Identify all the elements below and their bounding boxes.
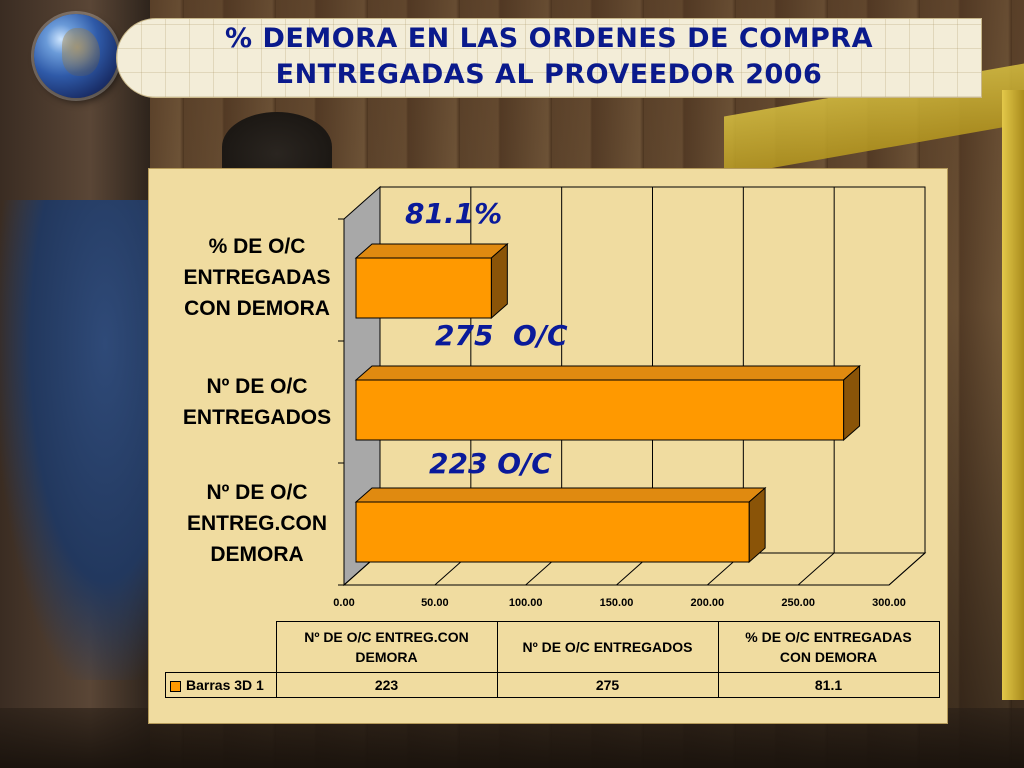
title-line-2: ENTREGADAS AL PROVEEDOR 2006 bbox=[275, 59, 823, 90]
header-line: % DE O/C ENTREGADAS bbox=[745, 629, 912, 645]
bar bbox=[355, 257, 492, 319]
category-label-line: % DE O/C bbox=[208, 235, 306, 258]
header-line: Nº DE O/C ENTREG.CON bbox=[304, 629, 469, 645]
data-table: Nº DE O/C ENTREG.CON DEMORA Nº DE O/C EN… bbox=[165, 621, 940, 698]
x-tick-label: 0.00 bbox=[333, 597, 355, 609]
x-tick-label: 250.00 bbox=[781, 597, 815, 609]
category-label-line: CON DEMORA bbox=[184, 297, 330, 320]
category-label-line: ENTREG.CON bbox=[186, 512, 327, 535]
bar-chart-plot bbox=[338, 185, 927, 587]
legend-swatch-icon bbox=[170, 680, 181, 692]
x-tick-label: 300.00 bbox=[872, 597, 906, 609]
bar bbox=[355, 501, 750, 563]
data-label-pct: 81.1% bbox=[405, 197, 503, 230]
x-tick-label: 50.00 bbox=[421, 597, 449, 609]
background-person bbox=[0, 200, 150, 680]
header-line: Nº DE O/C ENTREGADOS bbox=[522, 639, 693, 655]
bar-top-face bbox=[354, 487, 767, 503]
gridline-floor bbox=[797, 552, 835, 586]
data-table-value: 81.1 bbox=[717, 672, 940, 698]
legend-label: Barras 3D 1 bbox=[186, 677, 264, 693]
background-rack-post bbox=[1002, 90, 1024, 700]
category-label-delivered: Nº DE O/C ENTREGADOS bbox=[159, 371, 355, 433]
bar-top-face bbox=[354, 365, 861, 381]
category-label-pct-delayed: % DE O/C ENTREGADAS CON DEMORA bbox=[159, 231, 355, 324]
bar bbox=[355, 379, 845, 441]
globe-icon bbox=[34, 14, 118, 98]
data-table-value: 223 bbox=[275, 672, 498, 698]
x-tick-label: 200.00 bbox=[690, 597, 725, 609]
x-tick-label: 100.00 bbox=[508, 597, 543, 609]
x-tick-label: 150.00 bbox=[599, 597, 634, 609]
header-line: CON DEMORA bbox=[779, 649, 878, 665]
data-table-header-cell: % DE O/C ENTREGADAS CON DEMORA bbox=[717, 621, 940, 673]
legend-cell: Barras 3D 1 bbox=[165, 672, 277, 698]
category-label-line: Nº DE O/C bbox=[206, 375, 308, 398]
gridline-floor bbox=[888, 552, 926, 586]
data-table-row: Barras 3D 1 223 275 81.1 bbox=[165, 672, 940, 698]
data-table-corner bbox=[166, 622, 277, 673]
title-banner: % DEMORA EN LAS ORDENES DE COMPRA ENTREG… bbox=[116, 18, 982, 98]
header-line: DEMORA bbox=[355, 649, 418, 665]
data-table-value: 275 bbox=[496, 672, 719, 698]
category-label-line: ENTREGADAS bbox=[183, 266, 331, 289]
data-table-header-row: Nº DE O/C ENTREG.CON DEMORA Nº DE O/C EN… bbox=[166, 621, 940, 673]
category-label-line: Nº DE O/C bbox=[206, 481, 308, 504]
data-table-header-cell: Nº DE O/C ENTREG.CON DEMORA bbox=[275, 621, 498, 673]
category-label-line: DEMORA bbox=[210, 543, 304, 566]
data-table-header-cell: Nº DE O/C ENTREGADOS bbox=[496, 621, 719, 673]
category-label-delivered-delayed: Nº DE O/C ENTREG.CON DEMORA bbox=[159, 477, 355, 570]
category-label-line: ENTREGADOS bbox=[182, 406, 332, 429]
chart-panel: % DE O/C ENTREGADAS CON DEMORA Nº DE O/C… bbox=[148, 168, 948, 724]
bar-top-face bbox=[354, 243, 509, 259]
title-line-1: % DEMORA EN LAS ORDENES DE COMPRA bbox=[225, 23, 873, 54]
data-label-delivered: 275 O/C bbox=[435, 319, 568, 352]
data-label-delayed: 223 O/C bbox=[429, 447, 552, 480]
